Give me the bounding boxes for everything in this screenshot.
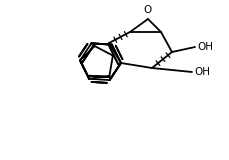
- Text: OH: OH: [193, 67, 209, 77]
- Text: O: O: [143, 5, 151, 15]
- Text: OH: OH: [196, 42, 212, 52]
